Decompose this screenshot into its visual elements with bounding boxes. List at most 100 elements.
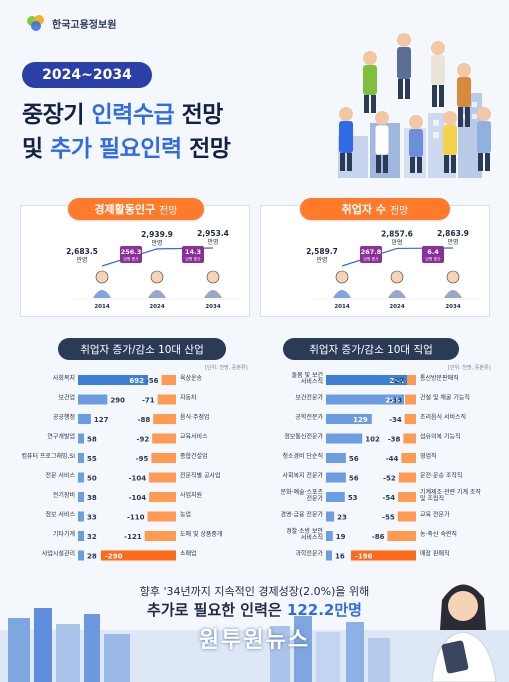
decrease-bar [161,375,176,385]
increase-value-label: 56 [349,455,359,463]
decrease-value-label: -56 [146,377,159,385]
org-name: 한국고용정보원 [52,19,117,31]
increase-label: 만명 증가 [363,257,379,262]
increase-value-label: 28 [87,553,97,561]
increase-value-label: 102 [365,436,380,444]
decrease-bar [397,511,416,522]
decrease-category-label: 종합건설업 [180,452,208,460]
decrease-bar [152,433,176,444]
person-head-icon [150,270,164,284]
value-label: 2,857.6 [381,229,413,238]
increase-category-label: 정보 서비스 [45,511,75,519]
increase-category-label: 사회복지 전문가 [282,472,323,480]
decrease-value-label: -55 [382,514,395,522]
decrease-bar [398,472,416,483]
x-tick-label: 2034 [205,304,220,310]
decrease-category-label: 및 조립직 [420,494,444,502]
decrease-value-label: -121 [124,533,142,541]
increase-bar [78,394,108,405]
decrease-category-label: 교육서비스 [180,433,208,441]
decrease-category-label: 전문직별 공사업 [180,472,221,480]
industry-unit: [단위: 천명, 중분류] [205,365,248,371]
decrease-bar [387,531,416,541]
increase-value-label: 231 [389,377,404,385]
increase-value: 14.3 [185,248,201,256]
increase-bar [78,433,84,444]
decrease-category-label: 농업 [180,511,191,519]
decrease-value-label: -95 [136,455,149,463]
org-logo: 한국고용정보원 [26,14,116,32]
increase-value-label: 53 [348,494,358,502]
increase-label: 만명 증가 [425,257,441,262]
industry-title: 취업자 증가/감소 10대 산업 [58,338,226,360]
increase-category-label: 공학전문가 [295,413,323,421]
value-label: 2,683.5 [66,247,98,256]
increase-badge [422,246,444,263]
occupation-title: 취업자 증가/감소 10대 직업 [283,338,459,360]
industry-bar-chart: 사회복지 692 보건업 290 공공행정 127 연구개발업 58 컴퓨터 프로그래밍,SI 5… [21,374,222,561]
person-head-icon [446,270,460,284]
decrease-value-label: -110 [127,514,145,522]
increase-value-label: 33 [87,514,97,522]
value-unit: 만명 [316,256,327,264]
person-head-icon [335,270,349,284]
value-label: 2,953.4 [197,229,229,238]
increase-bar [78,511,84,522]
person-head-icon [206,270,220,284]
x-tick-label: 2014 [94,304,109,310]
increase-bar [78,550,84,561]
decrease-value-label: -88 [138,416,151,424]
increase-bar [326,414,372,424]
increase-bar [326,433,363,444]
decrease-value-label: -34 [389,416,402,424]
person-body-icon [148,290,166,298]
value-unit: 만명 [76,256,87,264]
decrease-category-label: 기계제조·관련 기계 조작 [420,488,481,496]
decrease-category-label: 매장 판매직 [420,550,450,558]
increase-category-label: 공공행정 [53,413,75,421]
increase-value: 6.4 [427,248,439,256]
workers-illustration [338,33,491,178]
decrease-bar [151,453,176,463]
decrease-value-label: -27 [391,377,404,385]
increase-category-label: 전문 서비스 [45,472,75,480]
increase-category-label: 보건전문가 [295,394,323,402]
increase-bar [326,492,345,502]
decrease-value-label: -86 [372,533,385,541]
increase-bar [78,453,84,463]
footer-line2: 추가로 필요한 인력은 122.2만명 [147,601,362,619]
increase-category-label: 전문가 [306,494,323,502]
person-head-icon [95,270,109,284]
value-unit: 만명 [151,239,162,247]
decrease-bar [398,492,416,502]
increase-category-label: 돌봄 및 보건 [292,371,323,379]
decrease-value-label: -92 [137,436,150,444]
watermark: 원투원뉴스 [198,628,311,653]
increase-value: 267.8 [361,248,382,256]
decrease-value-label: -38 [388,436,401,444]
decrease-value-label: -290 [105,553,123,561]
decrease-value-label: -196 [355,553,373,561]
increase-bar [326,511,335,522]
increase-value-label: 16 [335,553,345,561]
increase-category-label: 컴퓨터 프로그래밍,SI [21,452,75,460]
decrease-bar [153,414,176,424]
decrease-value-label: -52 [383,475,396,483]
increase-category-label: 보건업 [58,394,75,402]
increase-value-label: 290 [110,397,125,405]
decrease-bar [147,511,176,522]
increase-category-label: 정보통신전문가 [284,433,323,441]
increase-category-label: 경영·금융 전문가 [281,511,324,519]
increase-category-label: 문화·예술·스포츠 [281,488,324,496]
increase-value-label: 19 [336,533,346,541]
increase-value-label: 56 [349,475,359,483]
increase-value-label: 127 [94,416,109,424]
increase-value-label: 32 [87,533,97,541]
increase-category-label: 서비스직 [301,533,323,541]
increase-value-label: 23 [337,514,347,522]
increase-value-label: 38 [87,494,97,502]
person-body-icon [204,290,222,298]
person-with-tablet-illustration [431,584,497,682]
person-body-icon [388,290,406,298]
